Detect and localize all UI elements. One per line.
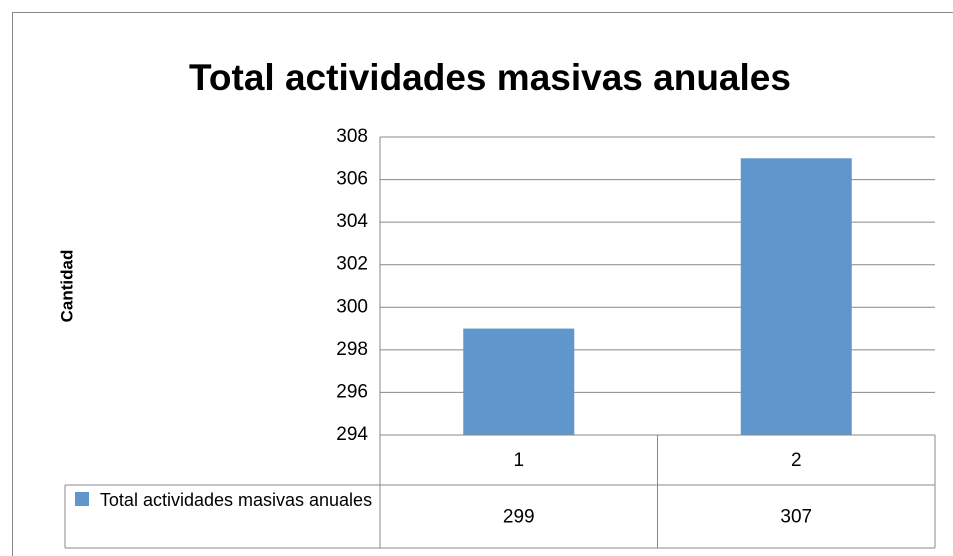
y-tick-label: 298 [336,339,368,360]
legend-key [75,492,89,506]
y-tick-label: 304 [336,211,368,232]
bar [463,328,575,435]
y-tick-label: 306 [336,169,368,190]
y-tick-label: 308 [336,126,368,147]
y-tick-label: 296 [336,381,368,402]
y-tick-label: 294 [336,424,368,445]
chart-title: Total actividades masivas anuales [189,57,791,98]
x-tick-label: 1 [513,450,524,471]
bar [740,158,852,436]
x-tick-label: 2 [791,450,802,471]
table-value: 299 [503,507,535,528]
y-tick-label: 300 [336,296,368,317]
y-axis-label: Cantidad [57,250,76,323]
y-tick-label: 302 [336,254,368,275]
table-value: 307 [780,507,812,528]
legend-label: Total actividades masivas anuales [99,490,373,510]
